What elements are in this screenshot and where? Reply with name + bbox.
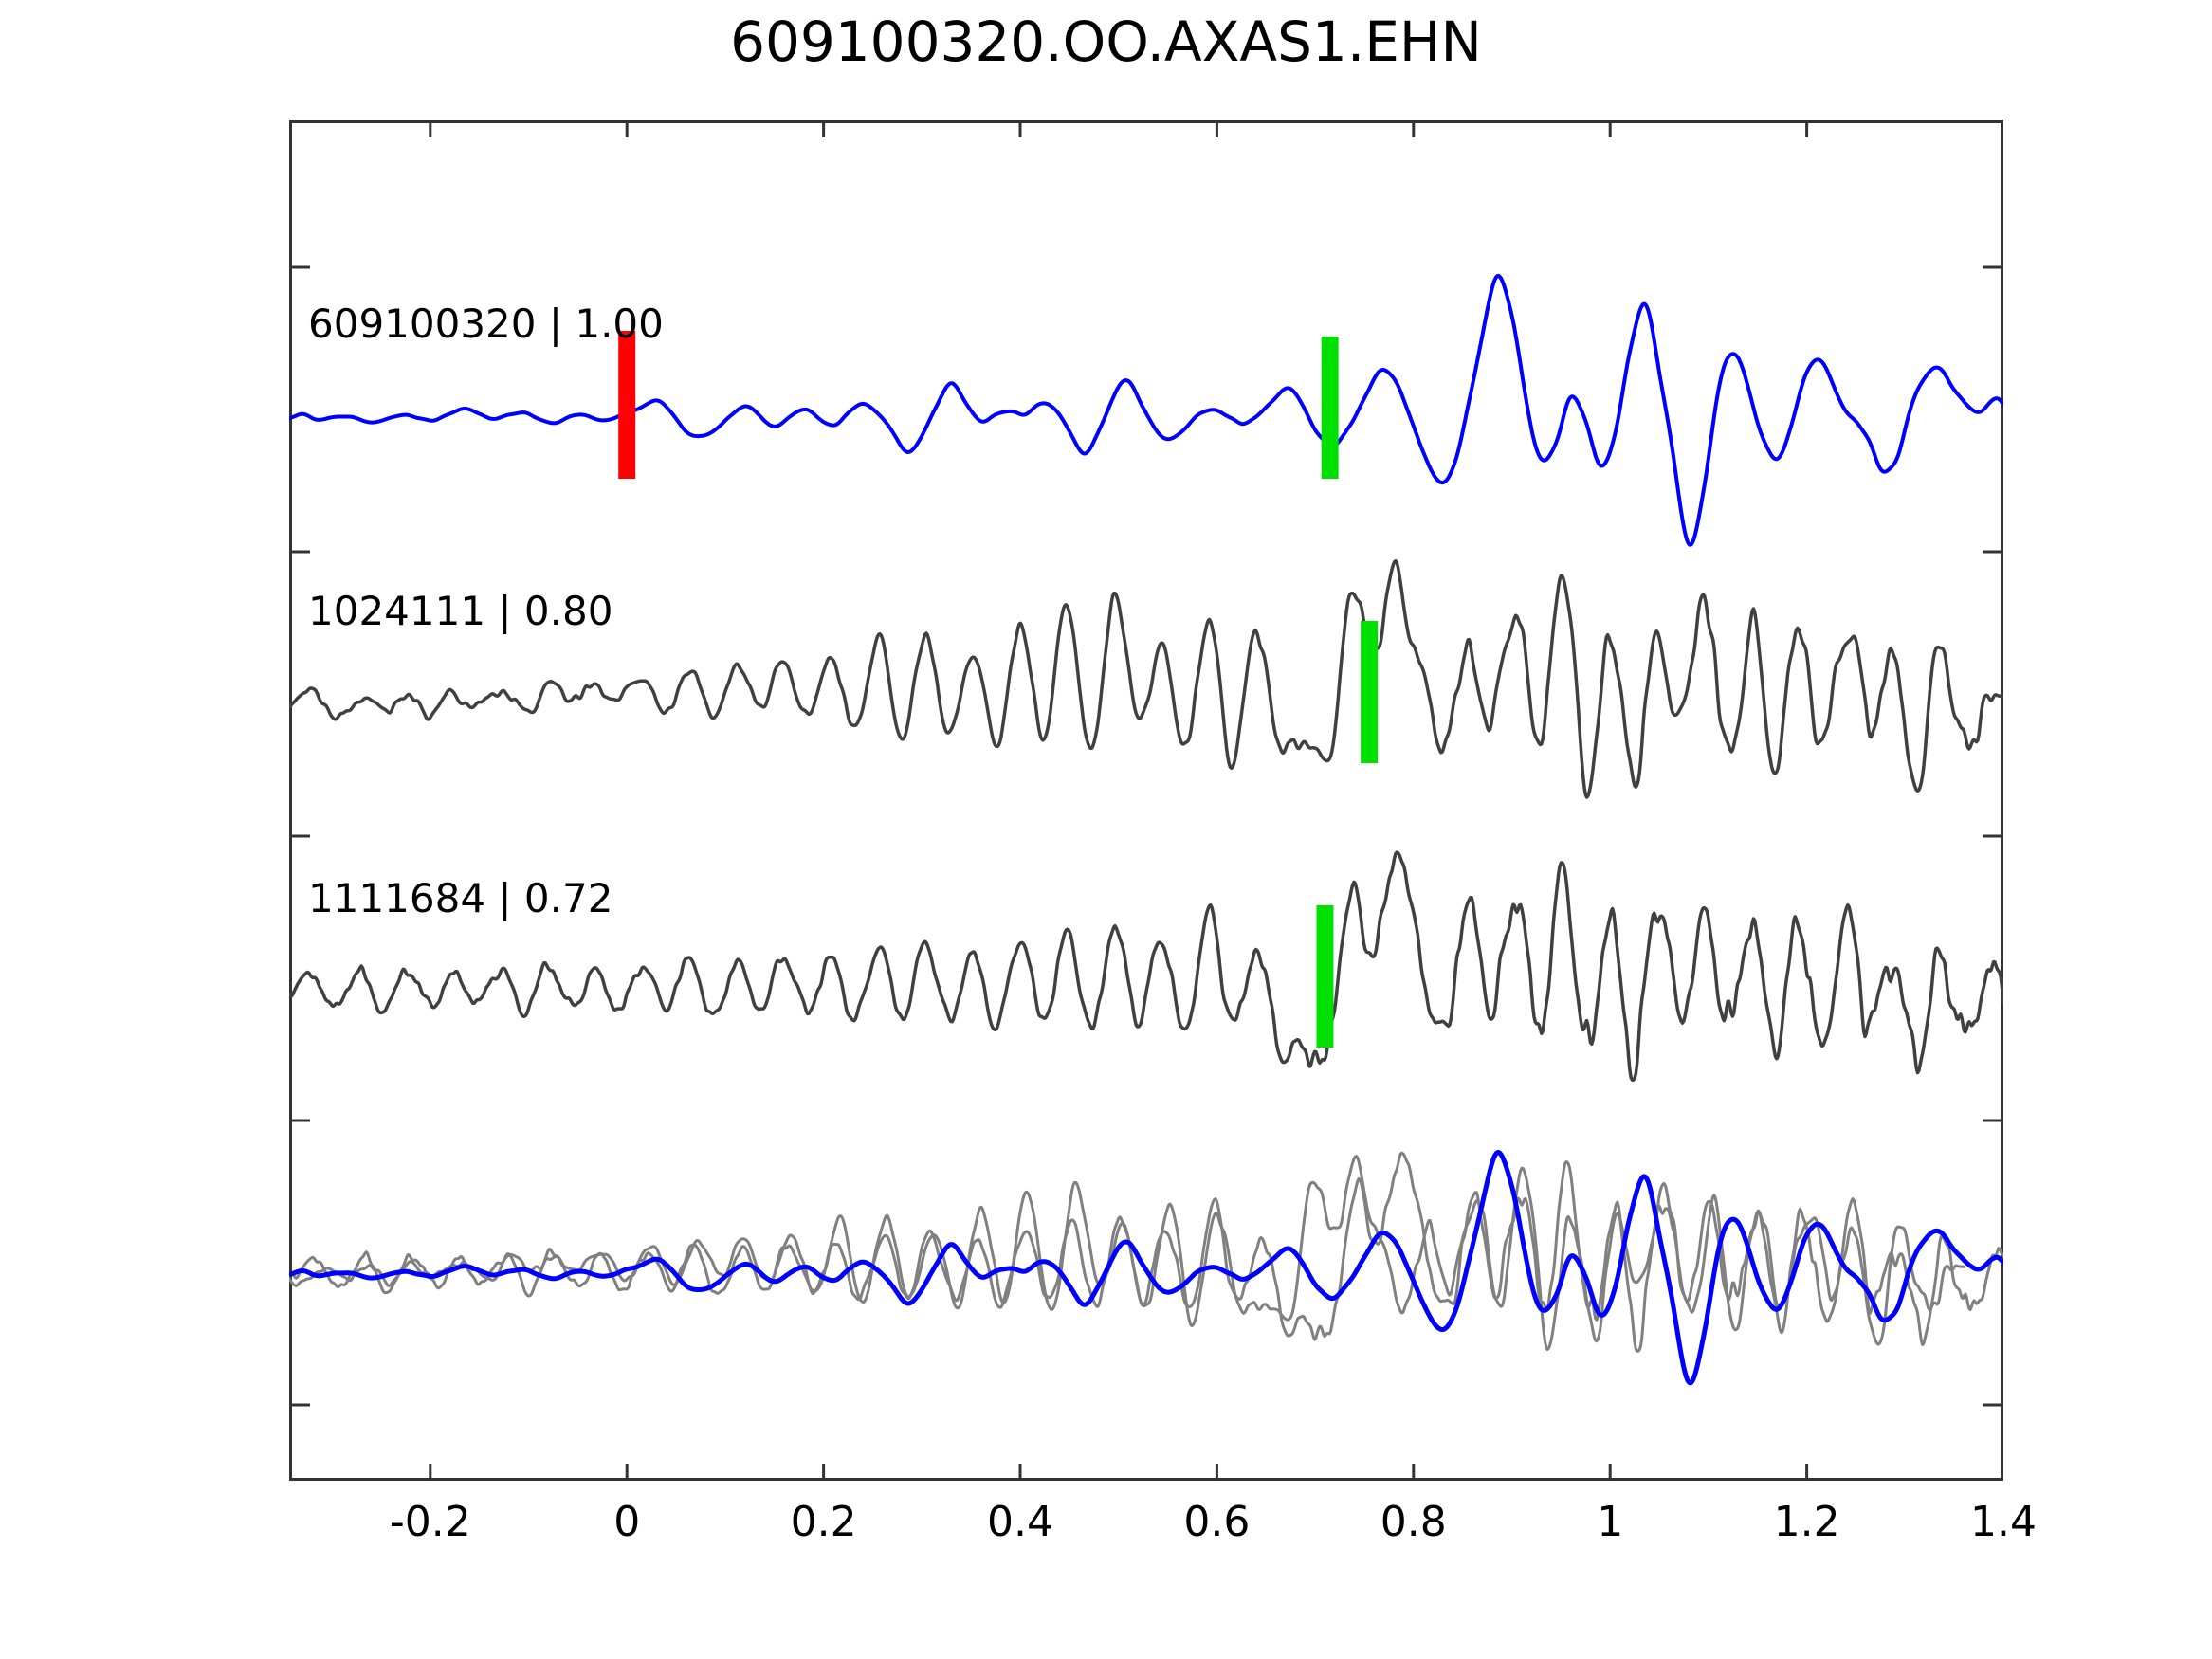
waveform-stack-template: [289, 1150, 2003, 1386]
x-tick-label: 0.2: [790, 1498, 857, 1546]
phase-marker-green: [1321, 337, 1339, 479]
x-axis-ticks: [429, 120, 2003, 1481]
axes-frame: [289, 120, 2003, 1481]
trace-label-1: 1024111 | 0.80: [308, 588, 613, 634]
page-title: 609100320.OO.AXAS1.EHN: [730, 9, 1482, 74]
x-tick-label: 0: [613, 1498, 641, 1546]
x-axis-tick-labels: -0.2 0 0.2 0.4 0.6 0.8 1 1.2 1.4: [289, 1498, 2037, 1564]
x-tick-label: 1: [1597, 1498, 1624, 1546]
phase-marker-green: [1361, 621, 1379, 763]
x-tick-label: 0.8: [1380, 1498, 1447, 1546]
waveform-canvas: [289, 120, 2003, 1481]
waveform-trace-template: [289, 273, 2003, 547]
x-tick-label: 0.6: [1183, 1498, 1251, 1546]
phase-marker-green: [1316, 905, 1334, 1048]
trace-label-2: 1111684 | 0.72: [308, 875, 613, 921]
waveform-trace-detection-2: [289, 850, 2003, 1082]
x-tick-label: 0.4: [987, 1498, 1053, 1546]
plot-axes: 609100320 | 1.00 1024111 | 0.80 1111684 …: [289, 120, 2003, 1481]
y-axis-ticks: [289, 265, 2003, 1407]
waveform-trace-detection-1: [289, 558, 2003, 799]
x-tick-label: -0.2: [389, 1498, 471, 1546]
x-tick-label: 1.2: [1773, 1498, 1840, 1546]
pick-marker-red: [618, 331, 636, 479]
waveform-stack-grey-1: [289, 1155, 1965, 1351]
x-tick-label: 1.4: [1970, 1498, 2037, 1546]
trace-label-0: 609100320 | 1.00: [308, 301, 664, 347]
